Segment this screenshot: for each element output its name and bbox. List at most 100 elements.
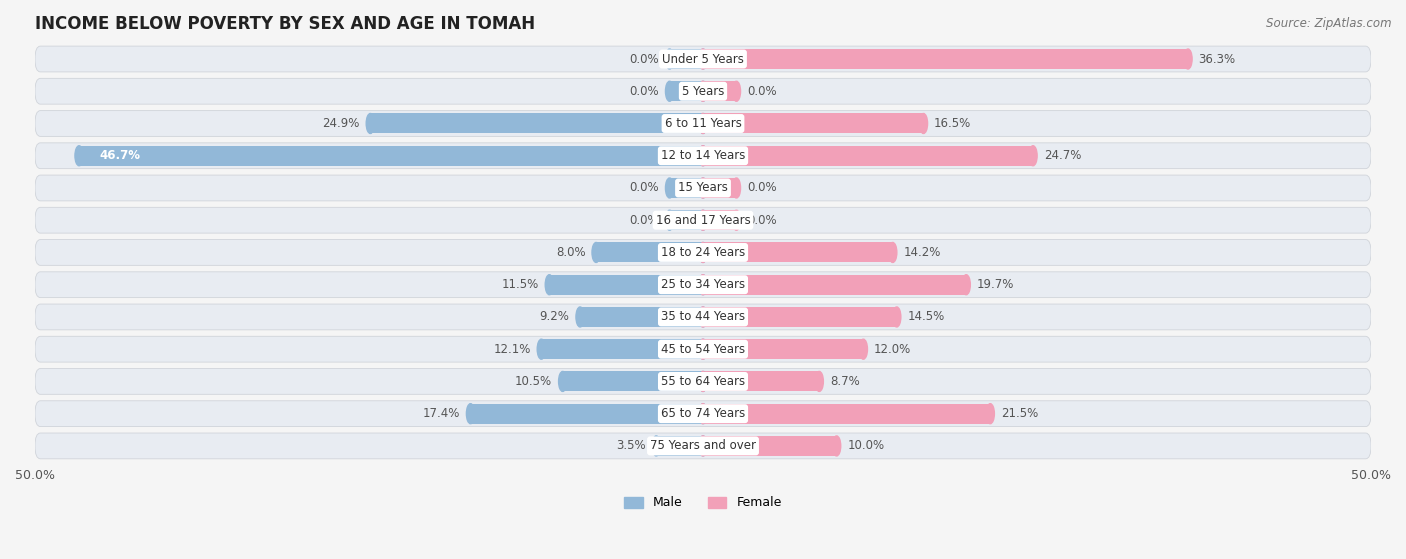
Circle shape — [699, 146, 707, 165]
Circle shape — [699, 113, 707, 134]
Bar — [703, 210, 737, 230]
FancyBboxPatch shape — [35, 240, 1371, 266]
Circle shape — [733, 178, 741, 198]
Text: 16 and 17 Years: 16 and 17 Years — [655, 214, 751, 227]
Circle shape — [699, 49, 707, 69]
FancyBboxPatch shape — [35, 46, 1371, 72]
Text: 35 to 44 Years: 35 to 44 Years — [661, 310, 745, 324]
Bar — [79, 146, 703, 165]
Text: 24.7%: 24.7% — [1043, 149, 1081, 162]
Text: 5 Years: 5 Years — [682, 85, 724, 98]
Bar — [669, 49, 703, 69]
Circle shape — [699, 146, 707, 165]
Circle shape — [699, 404, 707, 424]
Circle shape — [699, 210, 707, 230]
Circle shape — [1029, 146, 1038, 165]
Bar — [657, 436, 703, 456]
Circle shape — [699, 339, 707, 359]
Text: 6 to 11 Years: 6 to 11 Years — [665, 117, 741, 130]
Bar — [596, 243, 703, 263]
Text: 18 to 24 Years: 18 to 24 Years — [661, 246, 745, 259]
Circle shape — [546, 274, 554, 295]
Text: 0.0%: 0.0% — [747, 214, 776, 227]
FancyBboxPatch shape — [35, 304, 1371, 330]
Text: 36.3%: 36.3% — [1199, 53, 1236, 65]
Text: 14.2%: 14.2% — [904, 246, 941, 259]
Circle shape — [920, 113, 928, 134]
Circle shape — [699, 404, 707, 424]
Text: 0.0%: 0.0% — [747, 182, 776, 195]
Circle shape — [75, 146, 83, 165]
Text: Under 5 Years: Under 5 Years — [662, 53, 744, 65]
Bar — [370, 113, 703, 134]
Circle shape — [699, 436, 707, 456]
Bar — [703, 146, 1033, 165]
Circle shape — [558, 371, 567, 391]
Circle shape — [537, 339, 546, 359]
Circle shape — [889, 243, 897, 263]
Circle shape — [699, 81, 707, 101]
Bar — [703, 178, 737, 198]
Circle shape — [962, 274, 970, 295]
Bar — [703, 243, 893, 263]
Circle shape — [893, 307, 901, 327]
Text: 10.5%: 10.5% — [515, 375, 553, 388]
Circle shape — [665, 49, 673, 69]
Circle shape — [652, 436, 661, 456]
Circle shape — [699, 307, 707, 327]
Bar — [550, 274, 703, 295]
Text: 45 to 54 Years: 45 to 54 Years — [661, 343, 745, 356]
Text: 12.1%: 12.1% — [494, 343, 530, 356]
Circle shape — [699, 371, 707, 391]
Circle shape — [592, 243, 600, 263]
Circle shape — [665, 81, 673, 101]
Circle shape — [733, 210, 741, 230]
Text: 0.0%: 0.0% — [630, 214, 659, 227]
FancyBboxPatch shape — [35, 111, 1371, 136]
Circle shape — [699, 243, 707, 263]
Bar — [562, 371, 703, 391]
FancyBboxPatch shape — [35, 143, 1371, 169]
Text: 0.0%: 0.0% — [630, 182, 659, 195]
Circle shape — [859, 339, 868, 359]
FancyBboxPatch shape — [35, 337, 1371, 362]
Circle shape — [665, 178, 673, 198]
Circle shape — [815, 371, 824, 391]
Text: 14.5%: 14.5% — [907, 310, 945, 324]
Circle shape — [467, 404, 475, 424]
Circle shape — [699, 274, 707, 295]
Circle shape — [733, 81, 741, 101]
Text: 8.7%: 8.7% — [830, 375, 859, 388]
Circle shape — [1184, 49, 1192, 69]
Circle shape — [832, 436, 841, 456]
Circle shape — [576, 307, 585, 327]
Text: 0.0%: 0.0% — [630, 85, 659, 98]
Text: 46.7%: 46.7% — [100, 149, 141, 162]
Circle shape — [699, 81, 707, 101]
Circle shape — [986, 404, 994, 424]
Bar — [703, 404, 990, 424]
FancyBboxPatch shape — [35, 175, 1371, 201]
Text: 0.0%: 0.0% — [747, 85, 776, 98]
Text: 19.7%: 19.7% — [977, 278, 1014, 291]
Bar — [471, 404, 703, 424]
Circle shape — [699, 178, 707, 198]
Bar — [703, 49, 1188, 69]
Text: 11.5%: 11.5% — [502, 278, 538, 291]
Circle shape — [699, 49, 707, 69]
FancyBboxPatch shape — [35, 272, 1371, 297]
Bar — [703, 307, 897, 327]
Circle shape — [699, 178, 707, 198]
FancyBboxPatch shape — [35, 78, 1371, 104]
Circle shape — [699, 274, 707, 295]
Text: 8.0%: 8.0% — [555, 246, 585, 259]
Legend: Male, Female: Male, Female — [619, 491, 787, 514]
Circle shape — [699, 210, 707, 230]
Text: 0.0%: 0.0% — [630, 53, 659, 65]
FancyBboxPatch shape — [35, 401, 1371, 427]
Text: 12 to 14 Years: 12 to 14 Years — [661, 149, 745, 162]
Circle shape — [366, 113, 374, 134]
Bar — [703, 81, 737, 101]
Text: 15 Years: 15 Years — [678, 182, 728, 195]
Circle shape — [699, 436, 707, 456]
